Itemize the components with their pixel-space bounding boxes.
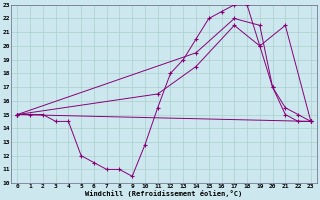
X-axis label: Windchill (Refroidissement éolien,°C): Windchill (Refroidissement éolien,°C): [85, 190, 243, 197]
